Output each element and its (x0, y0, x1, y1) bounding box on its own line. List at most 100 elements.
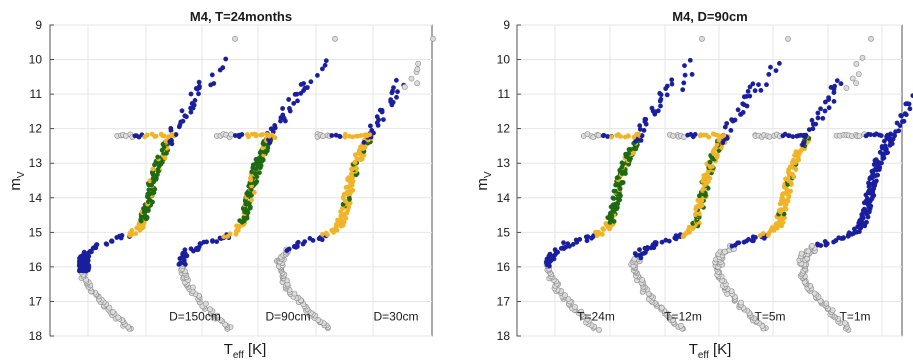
data-point (669, 81, 675, 87)
data-point (106, 304, 113, 311)
data-point (780, 220, 786, 225)
y-tick-label: 10 (29, 53, 43, 67)
data-point (295, 239, 301, 245)
y-tick-label: 16 (29, 260, 43, 274)
data-point (658, 103, 663, 109)
data-point (853, 61, 860, 67)
data-point (161, 133, 167, 139)
data-point (896, 128, 902, 134)
data-point (570, 241, 576, 247)
data-point (286, 246, 292, 252)
data-point (611, 196, 617, 201)
data-point (115, 314, 121, 321)
data-point (735, 107, 741, 113)
sequence-annotation: D=90cm (265, 309, 310, 323)
data-point (341, 195, 346, 201)
left-y-ticks: 9 10 11 12 13 14 15 16 17 18 (29, 18, 54, 343)
data-point (815, 110, 821, 116)
data-point (721, 133, 727, 138)
right-y-axis-label-main: m (474, 178, 491, 191)
data-point (889, 141, 895, 147)
right-y-axis-label: mV (474, 171, 494, 191)
data-point (855, 71, 862, 77)
data-point (408, 75, 415, 82)
data-point (822, 108, 828, 114)
left-points (76, 35, 436, 332)
data-point (894, 120, 900, 126)
data-point (818, 243, 824, 248)
sequence-annotation: T=24m (577, 309, 615, 323)
data-point (766, 133, 773, 140)
left-x-axis-label-sub: eff (233, 350, 244, 360)
data-point (77, 268, 83, 274)
data-point (833, 238, 839, 243)
data-point (600, 226, 606, 232)
data-point (768, 64, 773, 70)
data-point (626, 151, 631, 156)
data-point (291, 101, 297, 106)
y-tick-label: 17 (497, 294, 511, 308)
data-point (596, 326, 602, 333)
data-point (256, 170, 262, 175)
data-point (204, 239, 209, 245)
data-point (776, 208, 782, 214)
data-point (295, 98, 300, 104)
data-point (738, 299, 744, 306)
data-point (249, 169, 255, 175)
data-point (809, 242, 815, 249)
data-point (565, 241, 571, 247)
data-point (644, 247, 650, 252)
data-point (214, 239, 220, 244)
data-point (214, 312, 221, 319)
data-point (173, 132, 179, 137)
data-point (342, 131, 348, 137)
data-point (254, 179, 260, 184)
data-point (304, 85, 310, 90)
data-point (350, 187, 356, 193)
data-point (747, 93, 753, 99)
data-point (144, 132, 150, 138)
data-point (774, 221, 779, 226)
data-point (228, 131, 234, 138)
data-point (707, 159, 713, 165)
data-point (239, 132, 245, 137)
data-point (561, 240, 566, 246)
data-point (119, 232, 125, 238)
data-point (695, 197, 701, 203)
data-point (682, 72, 688, 78)
data-point (332, 35, 338, 42)
data-point (773, 68, 779, 73)
data-point (709, 154, 714, 160)
data-point (664, 83, 670, 89)
data-point (868, 203, 874, 209)
data-point (861, 206, 867, 212)
data-point (786, 178, 791, 184)
data-point (900, 119, 905, 124)
y-tick-label: 18 (497, 329, 511, 343)
data-point (907, 106, 913, 112)
y-tick-label: 16 (497, 260, 511, 274)
right-panel: 9 10 11 12 13 14 15 16 17 18 T=24m T=12m T=5m T=1m M… (474, 9, 913, 360)
data-point (760, 231, 766, 236)
data-point (791, 157, 796, 163)
data-point (221, 234, 227, 240)
data-point (673, 233, 679, 238)
data-point (782, 215, 787, 221)
data-point (605, 134, 610, 139)
data-point (818, 106, 823, 112)
data-point (659, 239, 665, 245)
data-point (766, 72, 772, 77)
data-point (801, 140, 807, 145)
y-tick-label: 12 (29, 122, 43, 136)
data-point (750, 81, 756, 87)
data-point (879, 160, 884, 166)
left-x-axis-label-main: T (224, 341, 233, 358)
data-point (798, 148, 803, 154)
data-point (752, 88, 758, 94)
data-point (631, 134, 637, 140)
data-point (866, 180, 871, 186)
data-point (329, 133, 335, 138)
data-point (86, 263, 92, 269)
data-point (394, 94, 399, 100)
